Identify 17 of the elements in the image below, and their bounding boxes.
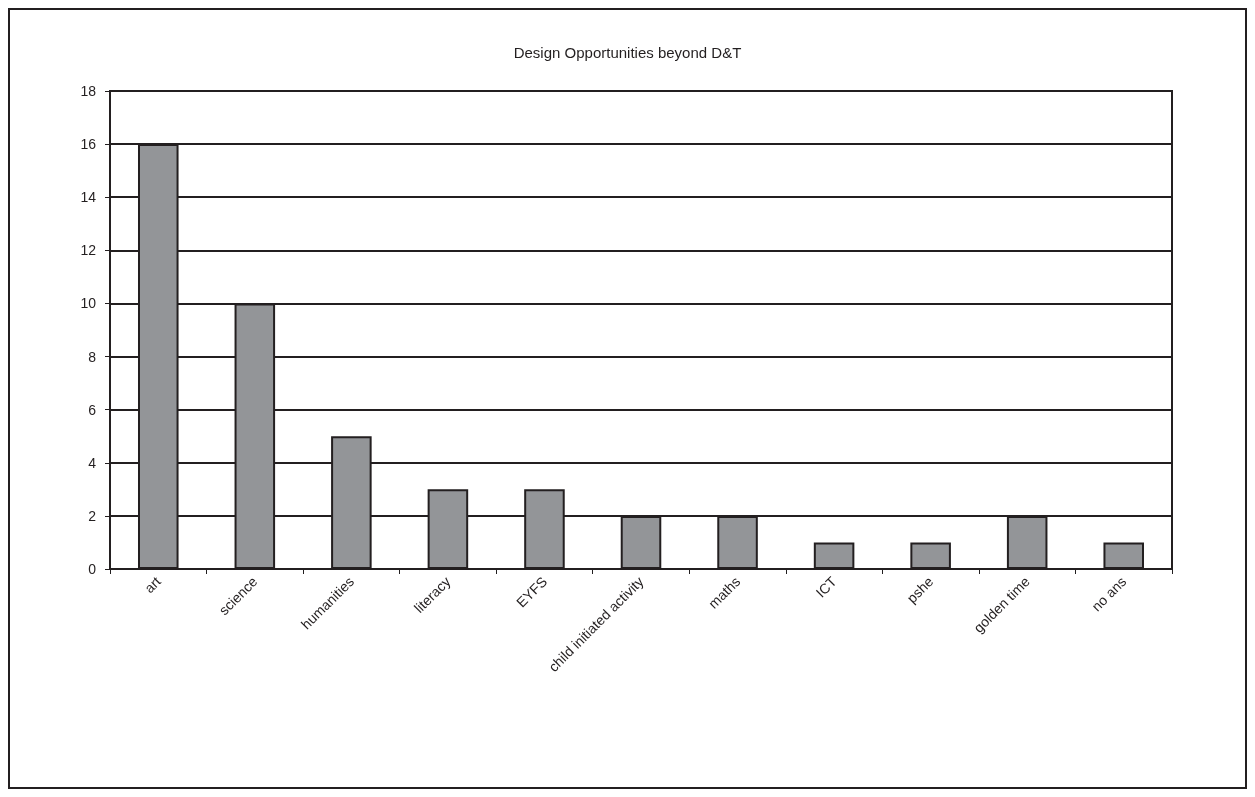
- bar: [813, 542, 855, 569]
- y-tick-label: 0: [88, 561, 97, 577]
- bar: [910, 542, 951, 569]
- x-tick-label: art: [141, 573, 164, 597]
- y-tick-label: 18: [80, 83, 97, 99]
- y-tick-label: 16: [80, 136, 97, 153]
- y-tick-label: 2: [88, 507, 97, 524]
- y-tick-label: 4: [88, 454, 97, 471]
- y-tick-label: 12: [80, 242, 97, 259]
- bar: [1103, 542, 1144, 569]
- y-tick-label: 8: [88, 348, 97, 365]
- chart-title: Design Opportunities beyond D&T: [513, 44, 742, 61]
- y-tick-label: 14: [80, 189, 97, 206]
- y-tick-label: 6: [88, 401, 97, 418]
- y-tick-label: 10: [80, 295, 97, 312]
- x-tick-label: ICT: [812, 573, 841, 601]
- x-tick-label: no ans: [1088, 573, 1130, 615]
